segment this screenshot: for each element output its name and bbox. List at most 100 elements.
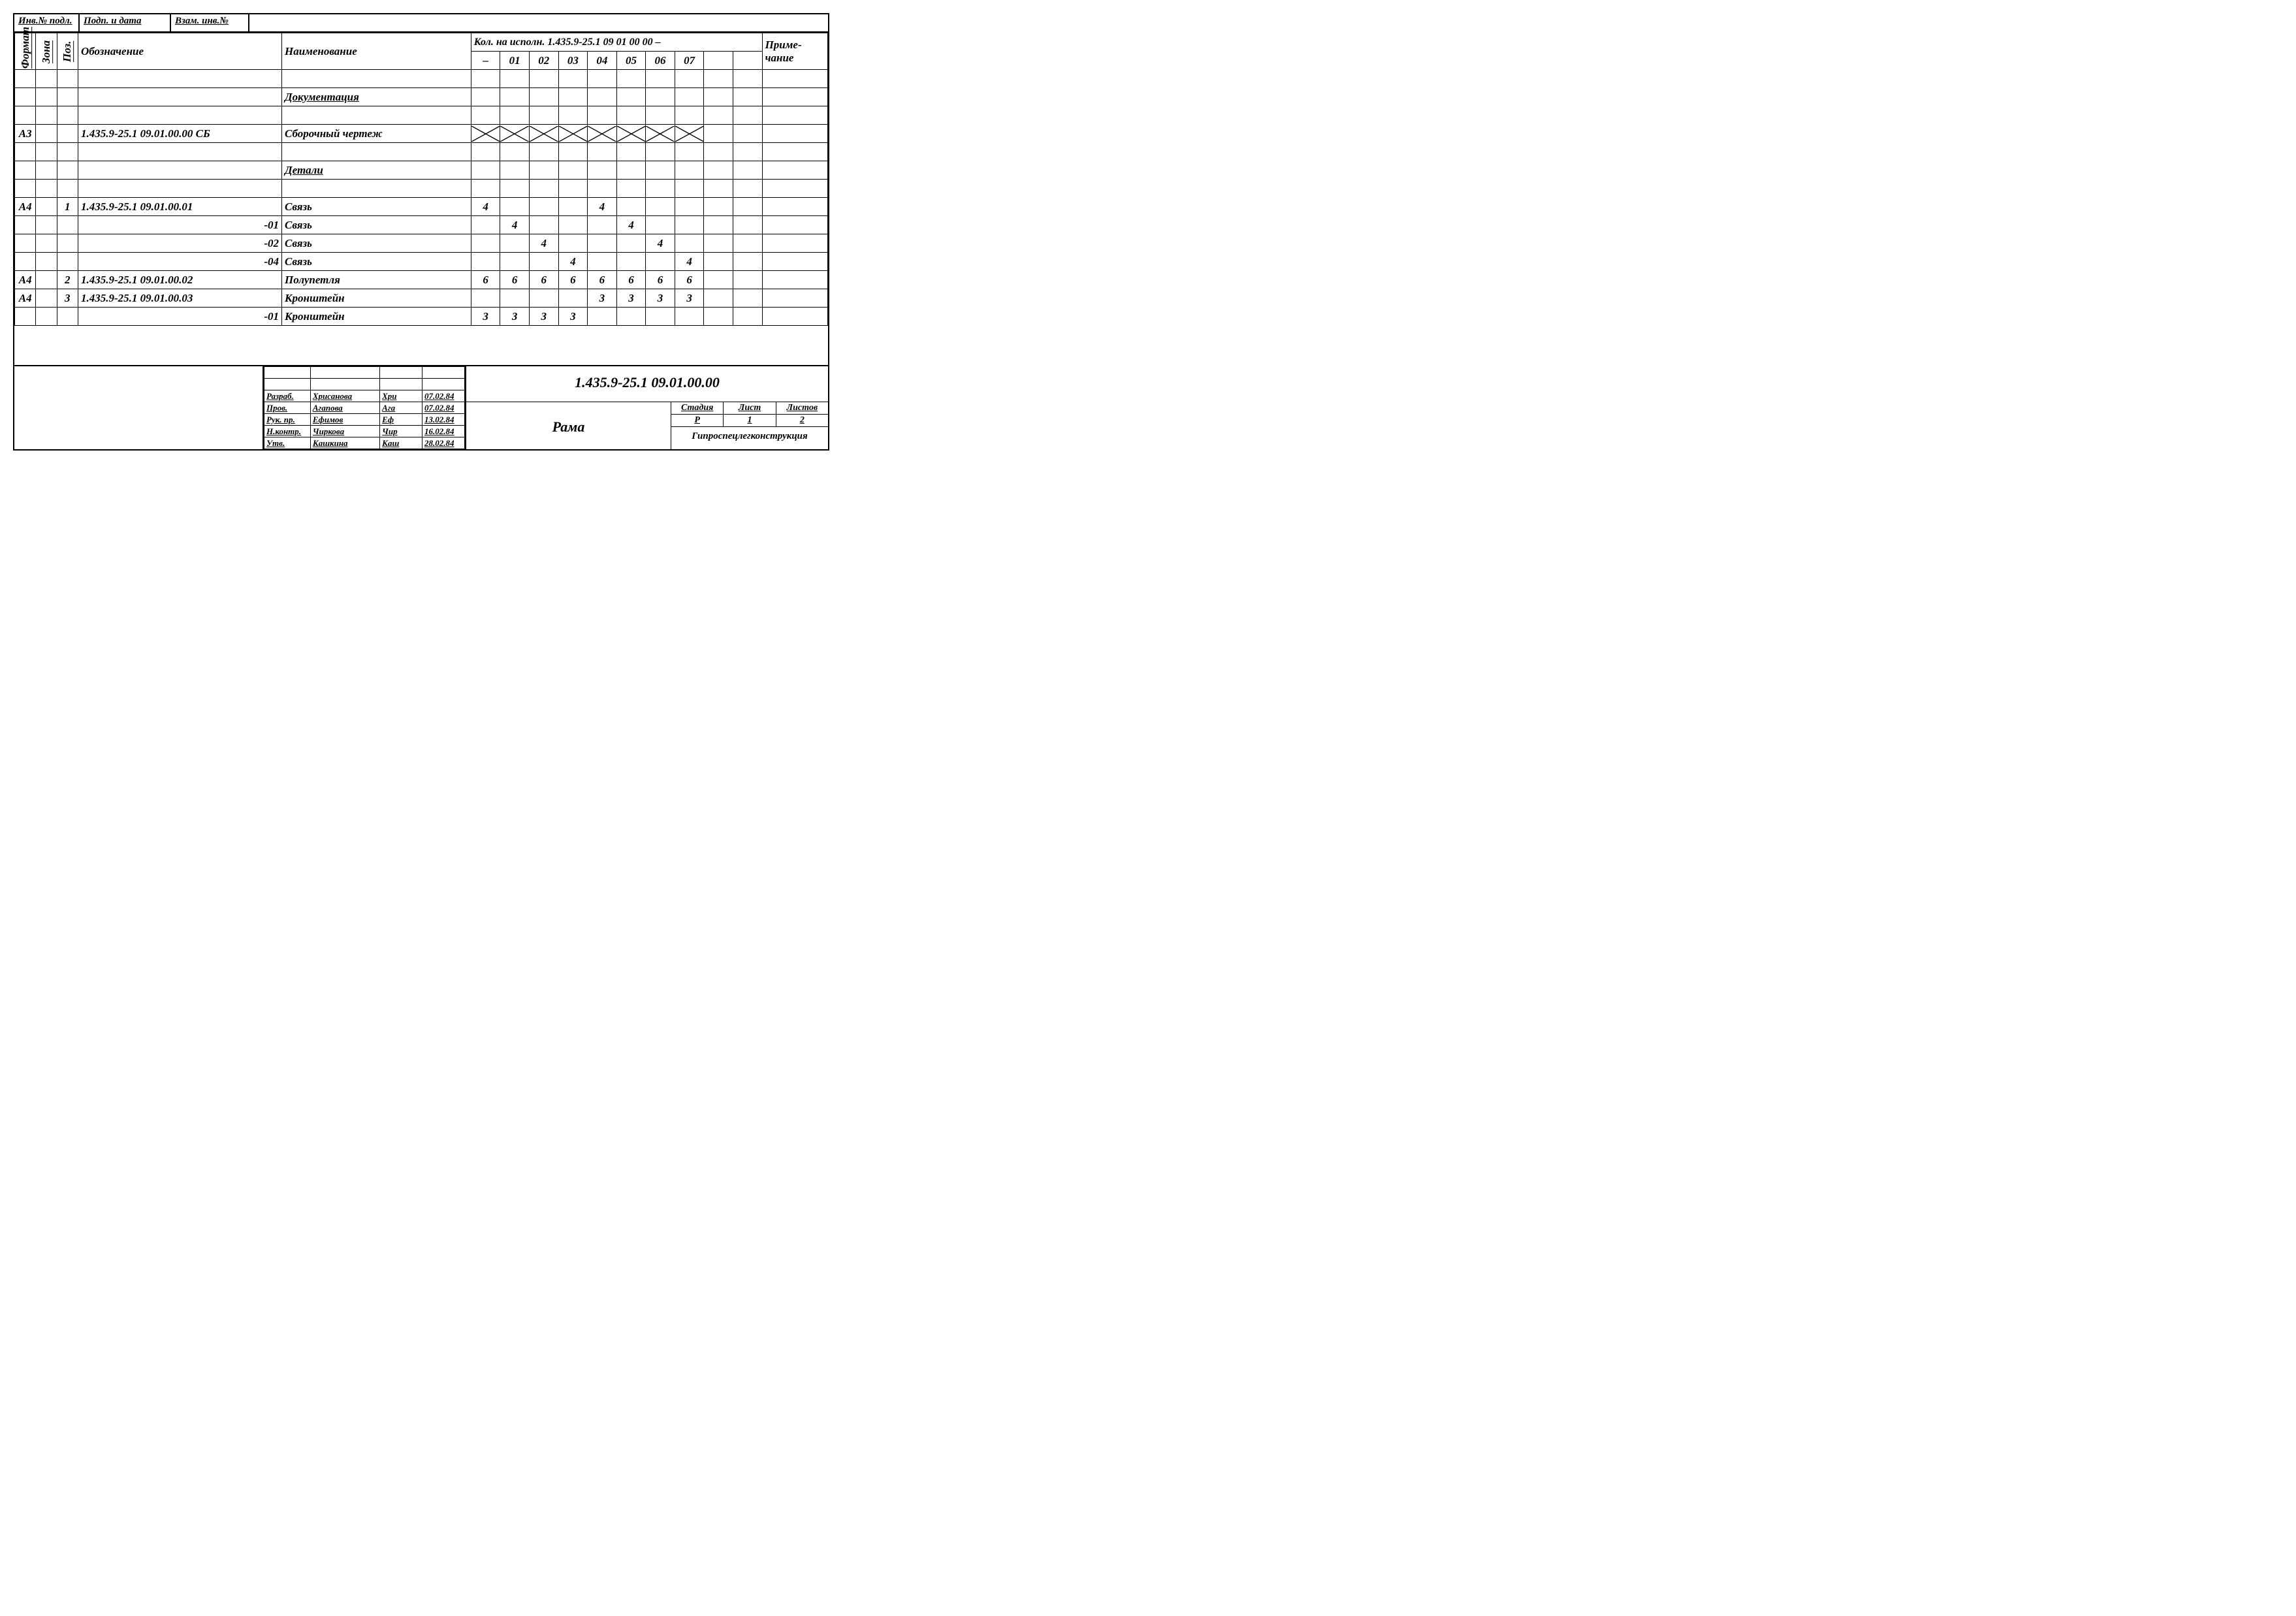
cell (529, 253, 558, 271)
table-row: -01Связь44 (15, 216, 828, 234)
cell: -02 (78, 234, 281, 253)
cell (675, 161, 704, 180)
cell (646, 143, 675, 161)
kol-sub-4: 04 (588, 52, 617, 70)
tab-blank (249, 14, 828, 31)
col-poz: Поз. (57, 33, 78, 70)
cell (500, 88, 530, 106)
cell (762, 70, 827, 88)
cell (558, 198, 588, 216)
cell (282, 106, 471, 125)
cell (36, 180, 57, 198)
cell (529, 143, 558, 161)
cell (675, 106, 704, 125)
cell (36, 88, 57, 106)
cell: 6 (675, 271, 704, 289)
cell (78, 88, 281, 106)
cell (529, 198, 558, 216)
cell: А4 (15, 289, 36, 308)
cell (588, 234, 617, 253)
table-row: -01Кронштейн3333 (15, 308, 828, 326)
cell (704, 234, 733, 253)
cell (588, 125, 617, 143)
cell (646, 308, 675, 326)
cell (36, 289, 57, 308)
cell: 1 (57, 198, 78, 216)
cell (529, 88, 558, 106)
cell (704, 70, 733, 88)
cell (558, 216, 588, 234)
cell (529, 289, 558, 308)
cell (704, 125, 733, 143)
kol-sub-9 (733, 52, 763, 70)
cell (616, 106, 646, 125)
spec-body: ДокументацияА31.435.9-25.1 09.01.00.00 С… (15, 70, 828, 326)
cell: А4 (15, 198, 36, 216)
sign-role: Н.контр. (264, 426, 311, 437)
col-kol-span: Кол. на исполн. 1.435.9-25.1 09 01 00 00… (471, 33, 762, 52)
cell (282, 180, 471, 198)
cell (57, 216, 78, 234)
cell (558, 70, 588, 88)
tab-repl-inv: Взам. инв.№ (171, 14, 249, 31)
cell (733, 70, 763, 88)
table-row: А31.435.9-25.1 09.01.00.00 СБСборочный ч… (15, 125, 828, 143)
cell: Связь (282, 234, 471, 253)
cell (78, 70, 281, 88)
cell (588, 308, 617, 326)
cell (471, 143, 500, 161)
kol-sub-0: – (471, 52, 500, 70)
cell (15, 216, 36, 234)
cell (733, 308, 763, 326)
cell (36, 143, 57, 161)
cell (733, 125, 763, 143)
cell (616, 234, 646, 253)
cell (762, 253, 827, 271)
doc-name: Рама (466, 402, 671, 449)
cell (500, 289, 530, 308)
cell (704, 88, 733, 106)
meta-val-cell: Р (671, 415, 724, 426)
cell (15, 253, 36, 271)
col-oboz: Обозначение (78, 33, 281, 70)
cell (471, 253, 500, 271)
cell (282, 143, 471, 161)
cell (57, 161, 78, 180)
cell (733, 234, 763, 253)
sign-sig: Ага (380, 402, 423, 414)
cell (529, 125, 558, 143)
cell (762, 308, 827, 326)
cell (471, 125, 500, 143)
cell: 3 (471, 308, 500, 326)
cell (500, 253, 530, 271)
cell (616, 88, 646, 106)
cell (36, 106, 57, 125)
cell: 6 (471, 271, 500, 289)
sign-row: Утв.КашкинаКаш28.02.84 (264, 437, 465, 449)
cell: 1.435.9-25.1 09.01.00.01 (78, 198, 281, 216)
kol-sub-2: 02 (529, 52, 558, 70)
cell (733, 161, 763, 180)
sign-role (264, 379, 311, 390)
sign-name (310, 367, 379, 379)
cell: 4 (588, 198, 617, 216)
cell: -01 (78, 308, 281, 326)
cell (558, 289, 588, 308)
cell (471, 161, 500, 180)
sign-name: Чиркова (310, 426, 379, 437)
cell (646, 253, 675, 271)
cell (646, 70, 675, 88)
cell (588, 161, 617, 180)
cell (57, 234, 78, 253)
cell (588, 180, 617, 198)
cell (78, 106, 281, 125)
cell (733, 198, 763, 216)
sign-row: Н.контр.ЧирковаЧир16.02.84 (264, 426, 465, 437)
sign-name: Агапова (310, 402, 379, 414)
sign-table: Разраб.ХрисановаХри07.02.84Пров.АгаповаА… (264, 366, 465, 449)
cell: 2 (57, 271, 78, 289)
cell: А3 (15, 125, 36, 143)
cell (675, 198, 704, 216)
cell: 4 (471, 198, 500, 216)
cell (704, 308, 733, 326)
